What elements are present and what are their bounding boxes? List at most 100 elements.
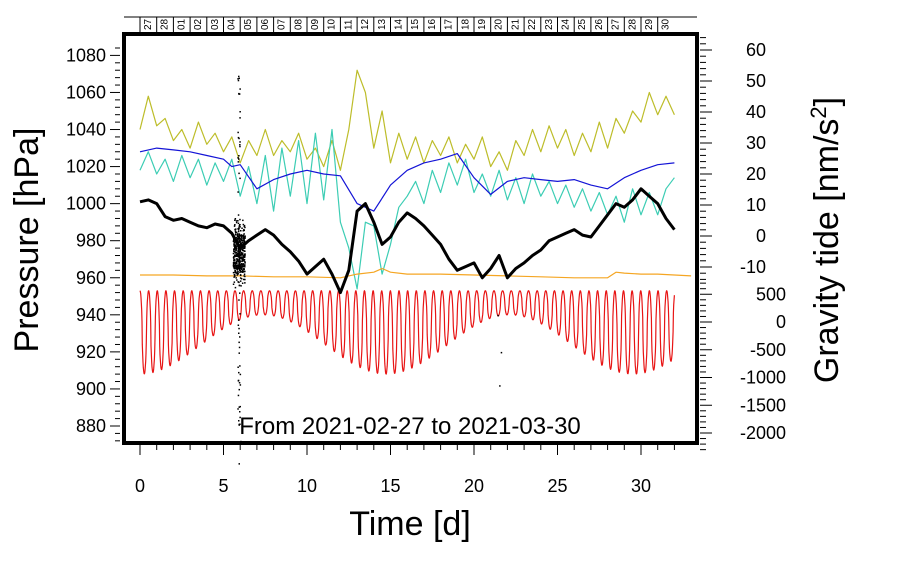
scatter-point bbox=[239, 246, 241, 248]
scatter-point bbox=[239, 254, 241, 256]
scatter-point bbox=[238, 382, 241, 384]
scatter-outlier bbox=[497, 314, 499, 317]
scatter-point bbox=[242, 241, 244, 244]
scatter-point bbox=[237, 191, 239, 193]
scatter-point bbox=[235, 277, 237, 279]
scatter-point bbox=[232, 283, 235, 285]
scatter-point bbox=[238, 256, 240, 258]
scatter-point bbox=[238, 371, 240, 374]
y-axis-right-title-base: Gravity tide [nm/s bbox=[808, 119, 846, 384]
series-layer bbox=[139, 69, 692, 375]
scatter-point bbox=[238, 352, 240, 354]
day-label: 30 bbox=[661, 18, 672, 30]
scatter-point bbox=[236, 239, 239, 241]
scatter-point bbox=[234, 264, 236, 267]
y-left-tick-label: 940 bbox=[76, 305, 106, 325]
scatter-point bbox=[239, 144, 241, 146]
scatter-outlier bbox=[499, 385, 501, 387]
scatter-point bbox=[237, 394, 240, 397]
y-right-tick-label: 500 bbox=[756, 284, 786, 304]
scatter-point bbox=[236, 242, 238, 244]
scatter-point bbox=[239, 274, 242, 276]
scatter-point bbox=[237, 230, 240, 233]
scatter-point bbox=[243, 238, 245, 240]
x-tick-label: 10 bbox=[297, 476, 317, 496]
scatter-point bbox=[235, 266, 238, 269]
x-tick-label: 0 bbox=[135, 476, 145, 496]
day-label: 06 bbox=[260, 18, 271, 30]
scatter-point bbox=[239, 271, 241, 274]
y-axis-right-title: Gravity tide [nm/s2] bbox=[806, 97, 846, 383]
scatter-point bbox=[235, 237, 237, 239]
y-left-tick-label: 1040 bbox=[66, 120, 106, 140]
scatter-point bbox=[240, 285, 242, 287]
y-right-tick-label: -2000 bbox=[740, 423, 786, 443]
scatter-point bbox=[238, 137, 240, 140]
scatter-point bbox=[237, 214, 240, 216]
scatter-point bbox=[238, 346, 241, 349]
day-label: 21 bbox=[510, 18, 521, 30]
scatter-point bbox=[244, 261, 246, 263]
x-tick-label: 15 bbox=[380, 476, 400, 496]
scatter-point bbox=[240, 252, 243, 254]
scatter-point bbox=[235, 261, 238, 264]
scatter-point bbox=[243, 228, 245, 231]
scatter-point bbox=[235, 221, 238, 224]
scatter-point bbox=[238, 93, 241, 95]
x-axis-title: Time [d] bbox=[349, 505, 471, 543]
scatter-point bbox=[234, 231, 237, 234]
scatter-point bbox=[241, 254, 243, 256]
scatter-point bbox=[232, 271, 235, 274]
scatter-point bbox=[238, 257, 241, 259]
scatter-point bbox=[242, 245, 244, 247]
scatter-point bbox=[241, 242, 243, 244]
scatter-point bbox=[237, 270, 239, 273]
scatter-point bbox=[238, 284, 241, 287]
scatter-point bbox=[235, 228, 237, 230]
scatter-point bbox=[236, 269, 239, 271]
scatter-point bbox=[243, 225, 245, 228]
scatter-point bbox=[241, 263, 244, 266]
scatter-point bbox=[234, 267, 236, 270]
day-label: 12 bbox=[360, 18, 371, 30]
scatter-point bbox=[235, 272, 238, 274]
scatter-point bbox=[238, 252, 241, 255]
x-tick-label: 30 bbox=[631, 476, 651, 496]
scatter-point bbox=[237, 265, 240, 268]
y-right-tick-label: 0 bbox=[756, 226, 766, 246]
scatter-point bbox=[244, 278, 246, 281]
scatter-point bbox=[233, 259, 235, 262]
scatter-point bbox=[239, 260, 242, 262]
x-tick-label: 25 bbox=[547, 476, 567, 496]
scatter-point bbox=[234, 269, 236, 272]
scatter-point bbox=[236, 245, 238, 248]
scatter-point bbox=[238, 227, 240, 229]
y-left-tick-label: 1000 bbox=[66, 194, 106, 214]
scatter-point bbox=[244, 266, 246, 268]
scatter-point bbox=[242, 256, 245, 258]
scatter-point bbox=[239, 241, 241, 243]
scatter-point bbox=[239, 226, 241, 228]
scatter-point bbox=[239, 224, 241, 226]
scatter-point bbox=[240, 239, 243, 242]
scatter-point bbox=[239, 141, 241, 143]
day-label: 13 bbox=[377, 18, 388, 30]
day-label: 14 bbox=[394, 18, 405, 30]
scatter-point bbox=[234, 275, 236, 277]
scatter-point bbox=[239, 238, 242, 240]
scatter-point bbox=[239, 373, 242, 376]
day-label: 25 bbox=[577, 18, 588, 30]
y-left-tick-label: 980 bbox=[76, 231, 106, 251]
scatter-point bbox=[237, 319, 240, 321]
scatter-point bbox=[234, 219, 236, 221]
day-label: 01 bbox=[176, 18, 187, 30]
y-left-tick-label: 1020 bbox=[66, 157, 106, 177]
day-label: 26 bbox=[594, 18, 605, 30]
scatter-point bbox=[238, 332, 240, 334]
scatter-outlier bbox=[237, 136, 240, 139]
scatter-point bbox=[238, 92, 240, 95]
scatter-point bbox=[239, 292, 241, 294]
scatter-point bbox=[241, 259, 244, 261]
scatter-point bbox=[235, 244, 237, 246]
y-right-tick-label: 20 bbox=[746, 164, 766, 184]
